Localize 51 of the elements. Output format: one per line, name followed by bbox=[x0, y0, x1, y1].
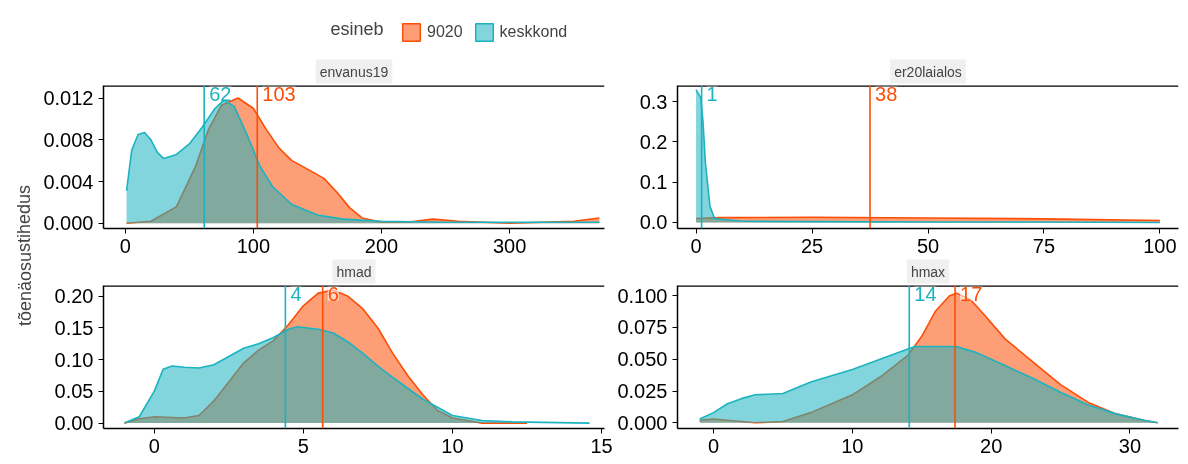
x-tick-label: 30 bbox=[1118, 434, 1142, 457]
ref-line-label: 17 bbox=[960, 282, 983, 305]
x-tick-label: 300 bbox=[493, 234, 527, 257]
y-tick-label: 0.2 bbox=[639, 130, 668, 153]
y-tick-label: 0.05 bbox=[54, 380, 94, 403]
x-tick-label: 25 bbox=[800, 234, 824, 257]
y-tick-label: 0.0 bbox=[639, 211, 668, 234]
x-tick-label: 0 bbox=[148, 434, 160, 457]
y-tick-label: 0.000 bbox=[617, 411, 668, 434]
x-tick-label: 10 bbox=[841, 434, 864, 457]
ref-line-label: 103 bbox=[262, 82, 296, 105]
y-tick-label: 0.1 bbox=[639, 171, 668, 194]
ref-line-label: 62 bbox=[209, 82, 232, 105]
y-tick-label: 0.075 bbox=[617, 316, 668, 339]
x-tick-label: 15 bbox=[590, 434, 613, 457]
y-tick-label: 0.00 bbox=[54, 412, 94, 435]
ref-line-label: 14 bbox=[914, 282, 937, 305]
ref-line-label: 6 bbox=[327, 282, 339, 305]
legend-label: keskkond bbox=[499, 23, 568, 41]
legend-label: 9020 bbox=[427, 23, 463, 41]
ref-line-label: 1 bbox=[706, 82, 718, 105]
y-axis-title: tõenäosustihedus bbox=[14, 184, 35, 327]
x-tick-label: 5 bbox=[297, 434, 309, 457]
y-tick-label: 0.3 bbox=[639, 90, 668, 113]
chart-title: er20laialos bbox=[894, 63, 962, 80]
x-tick-label: 200 bbox=[364, 234, 399, 257]
x-tick-label: 0 bbox=[119, 234, 131, 257]
chart-title: hmad bbox=[336, 263, 372, 280]
x-tick-label: 100 bbox=[1143, 234, 1177, 257]
y-tick-label: 0.012 bbox=[43, 87, 94, 110]
y-tick-label: 0.050 bbox=[617, 348, 668, 371]
y-tick-label: 0.004 bbox=[43, 170, 94, 193]
x-tick-label: 50 bbox=[916, 234, 940, 257]
chart-title: hmax bbox=[910, 263, 946, 280]
x-tick-label: 0 bbox=[708, 434, 720, 457]
y-tick-label: 0.20 bbox=[54, 285, 94, 308]
y-tick-label: 0.000 bbox=[43, 212, 94, 235]
x-tick-label: 75 bbox=[1032, 234, 1056, 257]
ref-line-label: 4 bbox=[290, 282, 302, 305]
ref-line-label: 38 bbox=[875, 82, 898, 105]
y-tick-label: 0.15 bbox=[54, 316, 94, 339]
x-tick-label: 100 bbox=[236, 234, 271, 257]
x-tick-label: 20 bbox=[980, 434, 1003, 457]
x-tick-label: 0 bbox=[690, 234, 702, 257]
y-tick-label: 0.025 bbox=[617, 380, 668, 402]
x-tick-label: 10 bbox=[441, 434, 464, 457]
y-tick-label: 0.008 bbox=[43, 128, 94, 151]
y-tick-label: 0.100 bbox=[617, 284, 668, 307]
y-tick-label: 0.10 bbox=[54, 348, 94, 371]
legend-title: esineb bbox=[330, 18, 384, 39]
chart-title: envanus19 bbox=[319, 63, 389, 80]
